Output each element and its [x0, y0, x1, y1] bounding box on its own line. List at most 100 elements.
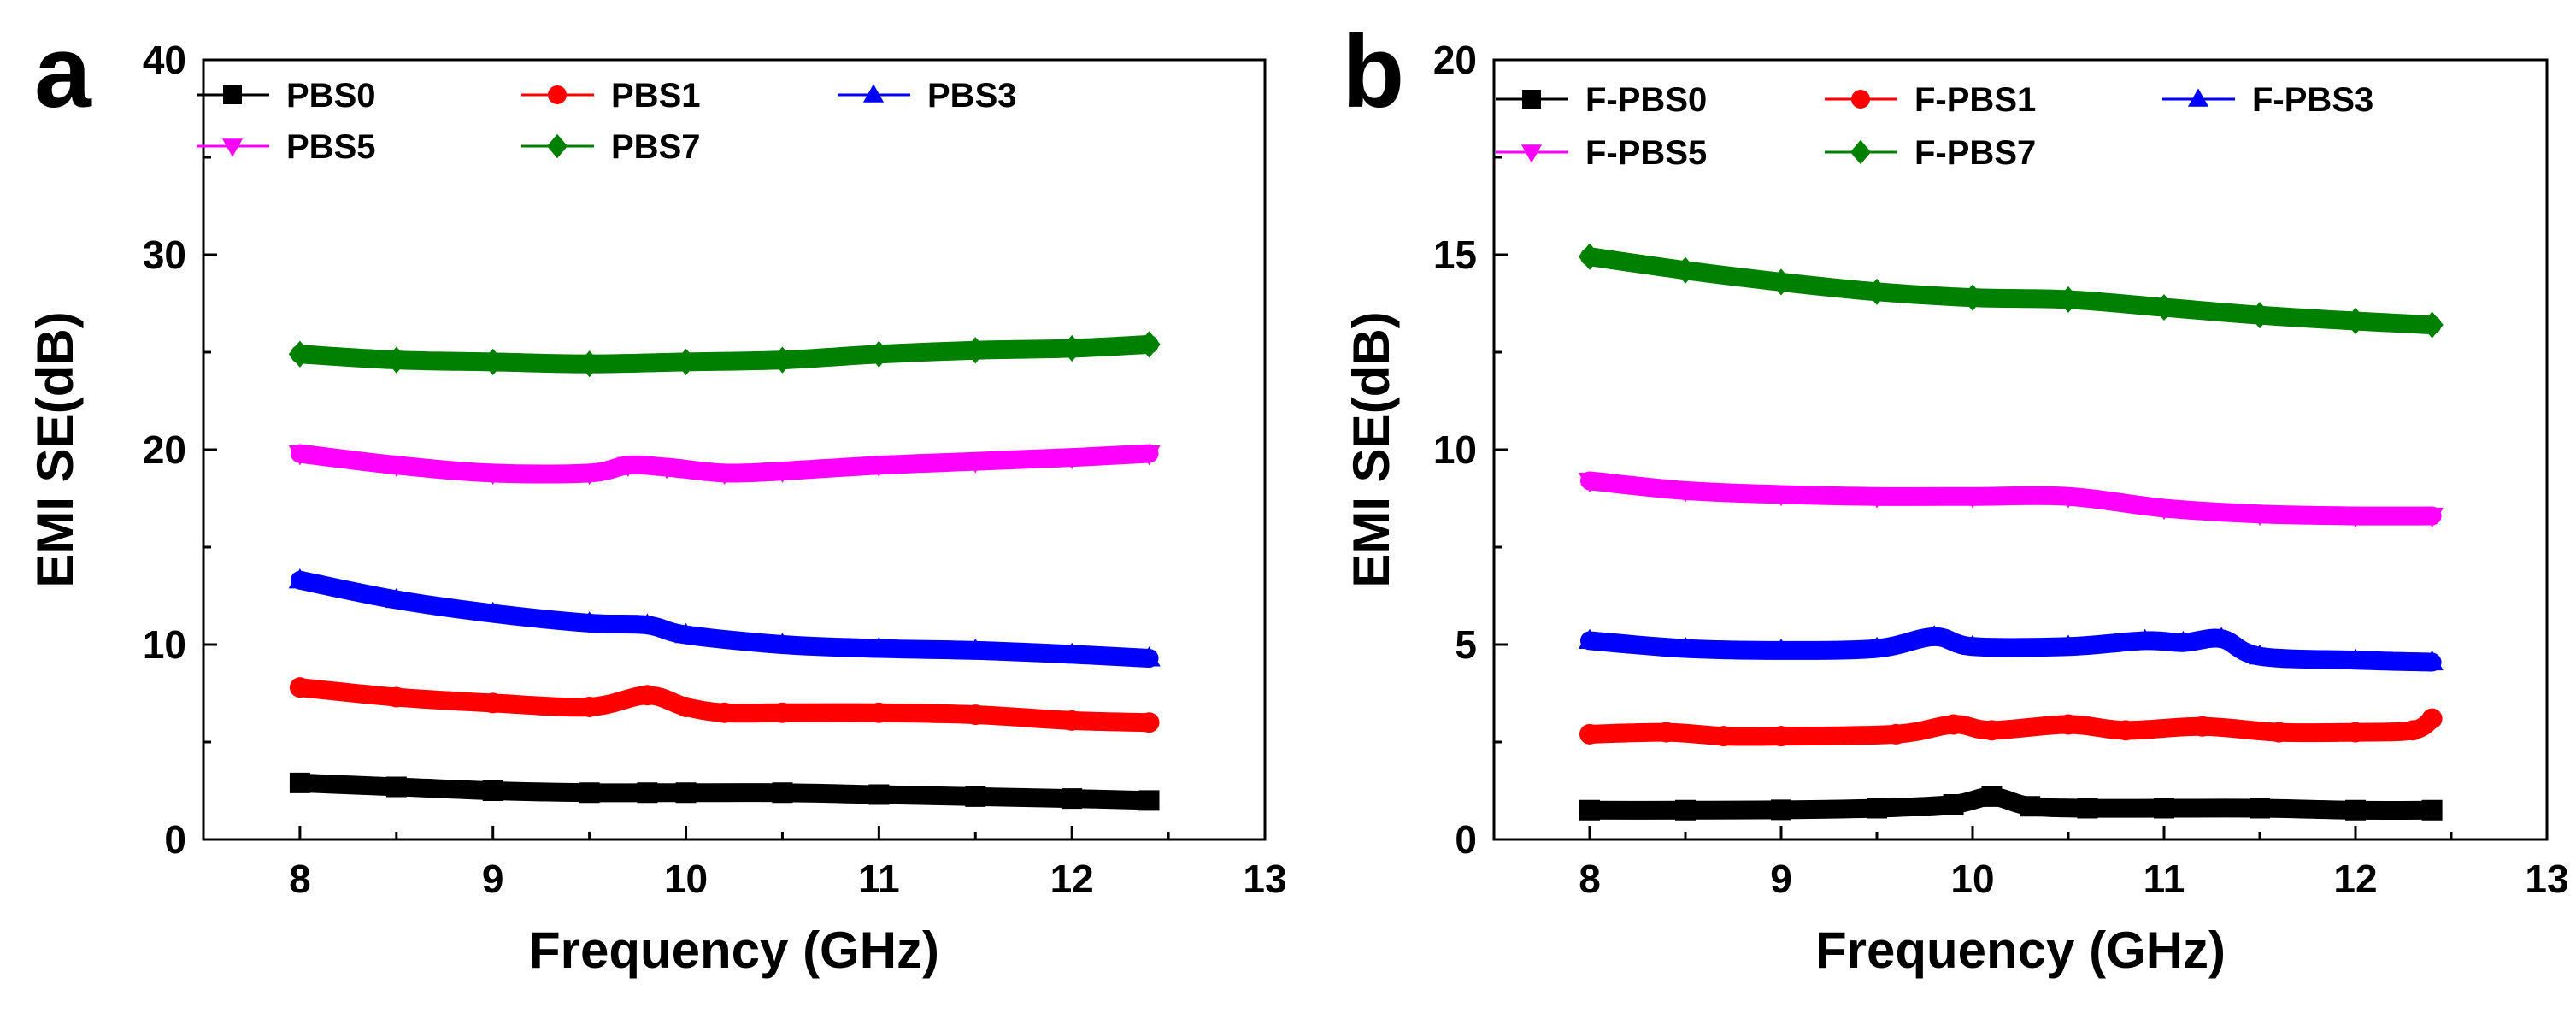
x-tick-label: 9 — [482, 857, 504, 901]
legend-marker — [221, 138, 244, 157]
data-point — [1062, 788, 1083, 810]
legend-entry: F-PBS0 — [1496, 81, 1707, 119]
data-point — [1060, 642, 1084, 663]
data-point — [578, 350, 601, 378]
data-point — [674, 348, 697, 375]
data-point — [868, 702, 890, 723]
data-point — [288, 445, 312, 466]
data-point — [2421, 708, 2443, 729]
data-point — [1943, 793, 1964, 815]
series-F-PBS3 — [1578, 625, 2444, 672]
data-point — [1961, 634, 1985, 655]
legend-label: F-PBS7 — [1914, 134, 2036, 172]
data-point — [2154, 798, 2174, 819]
data-point — [1673, 482, 1697, 503]
data-point — [2345, 799, 2366, 821]
y-tick-label: 30 — [143, 233, 186, 277]
data-point — [1961, 284, 1985, 311]
chart-panel-a: a 8 9 10 11 12 13 0 10 20 30 40 Frequency (GHz) EMI S… — [26, 15, 1287, 979]
data-point — [1138, 445, 1161, 466]
data-point — [578, 611, 601, 632]
data-point — [2056, 488, 2080, 509]
series-line — [290, 678, 1159, 733]
legend-marker — [548, 85, 567, 104]
data-point — [2420, 311, 2444, 339]
series-F-PBS0 — [1579, 786, 2443, 821]
series-PBS0 — [289, 772, 1160, 811]
data-point — [964, 337, 987, 364]
data-point — [868, 784, 890, 805]
data-point — [867, 636, 891, 657]
x-tick-label: 8 — [289, 857, 311, 901]
data-point — [289, 772, 310, 793]
data-point — [1060, 334, 1084, 362]
legend-marker — [1851, 90, 1870, 109]
y-tick-label: 5 — [1455, 622, 1477, 667]
data-point — [2344, 648, 2367, 669]
series-line — [1580, 471, 2442, 526]
data-point — [2420, 650, 2444, 671]
data-point — [2020, 796, 2041, 817]
data-point — [385, 346, 409, 374]
series-PBS3 — [288, 568, 1161, 668]
data-point — [1981, 720, 2003, 741]
data-point — [964, 639, 987, 659]
data-point — [675, 696, 697, 717]
legend-label: F-PBS5 — [1585, 134, 1707, 172]
data-point — [1769, 268, 1793, 296]
legend-label: F-PBS0 — [1585, 81, 1707, 119]
data-point — [2152, 499, 2176, 521]
y-tick-label: 10 — [143, 622, 186, 667]
series-line — [290, 773, 1159, 810]
legend-label: PBS5 — [286, 128, 376, 166]
data-point — [1673, 636, 1697, 657]
x-tick-label: 8 — [1579, 857, 1601, 901]
data-point — [2191, 716, 2213, 737]
data-point — [965, 786, 986, 807]
series-line — [1580, 786, 2442, 820]
x-axis-title: Frequency (GHz) — [1815, 922, 2226, 979]
data-point — [713, 464, 736, 486]
y-axis-title: EMI SE(dB) — [26, 311, 84, 587]
legend-entry: F-PBS5 — [1496, 134, 1707, 172]
data-point — [2344, 507, 2367, 528]
data-point — [2250, 798, 2270, 819]
legend-entry: PBS5 — [197, 128, 376, 166]
series-line — [290, 570, 1159, 668]
x-tick-label: 9 — [1770, 857, 1792, 901]
data-point — [2152, 293, 2176, 321]
data-point — [964, 453, 987, 474]
data-point — [674, 622, 697, 644]
data-point — [867, 456, 891, 478]
data-point — [637, 782, 658, 804]
data-point — [655, 458, 679, 480]
data-point — [2248, 644, 2272, 665]
legend-label: PBS7 — [611, 128, 701, 166]
series-line — [290, 444, 1159, 484]
x-tick-label: 12 — [1050, 857, 1094, 901]
data-point — [714, 702, 735, 723]
data-point — [2172, 630, 2195, 651]
data-point — [616, 456, 639, 478]
data-point — [481, 601, 504, 622]
series-line — [290, 334, 1159, 374]
series-PBS5 — [288, 444, 1161, 486]
data-point — [288, 340, 312, 368]
data-point — [1865, 278, 1889, 305]
data-point — [2210, 627, 2233, 647]
data-point — [1060, 449, 1084, 469]
data-point — [2248, 302, 2272, 329]
data-point — [772, 702, 793, 723]
y-tick-label: 15 — [1433, 233, 1477, 277]
data-point — [2115, 720, 2137, 741]
data-point — [2077, 798, 2098, 819]
data-point — [385, 456, 409, 478]
data-point — [2056, 286, 2080, 314]
data-point — [1865, 636, 1889, 657]
y-tick-label: 20 — [143, 427, 186, 472]
y-tick-label: 40 — [143, 38, 186, 82]
data-point — [771, 346, 794, 374]
data-point — [289, 677, 310, 698]
legend-marker — [2187, 88, 2209, 107]
data-point — [1578, 628, 1602, 650]
